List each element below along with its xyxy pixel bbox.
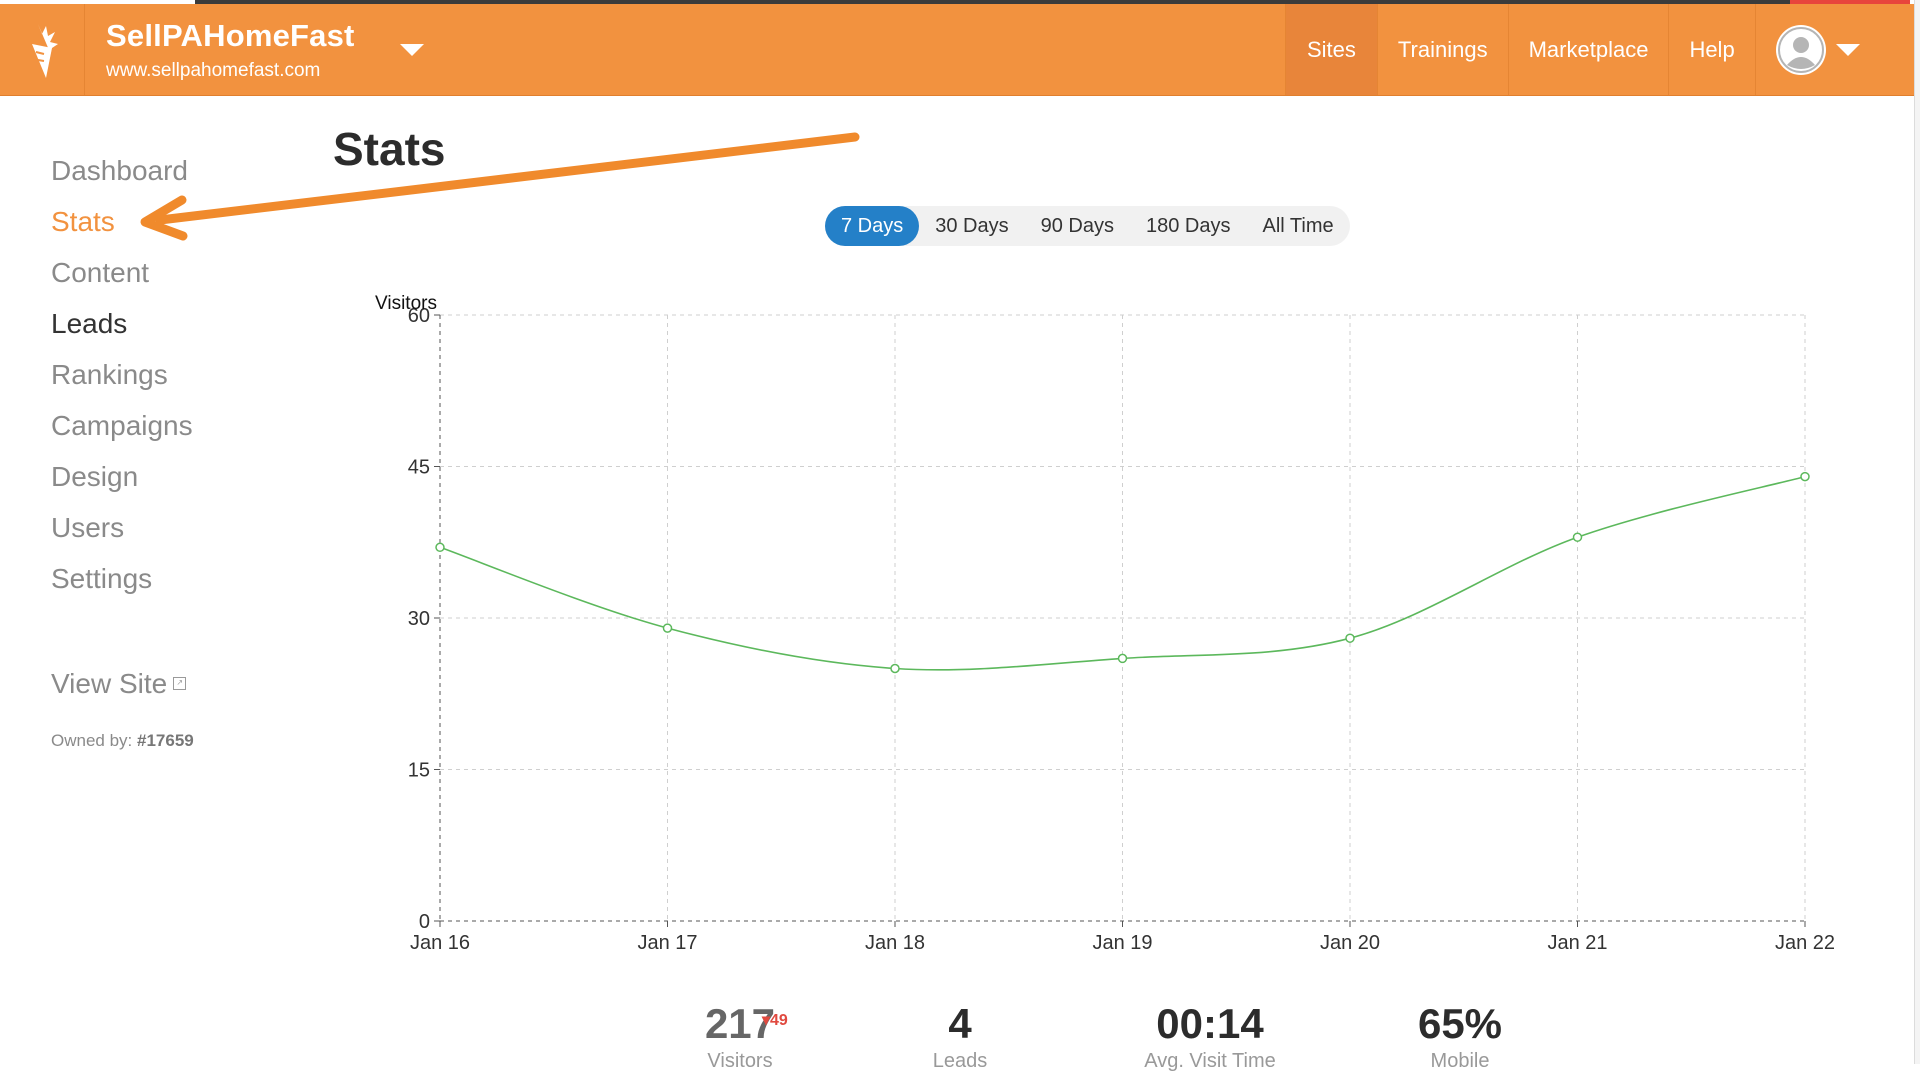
data-point	[1800, 471, 1810, 482]
data-point	[890, 663, 900, 674]
nav-sites[interactable]: Sites	[1285, 4, 1377, 95]
sidebar-item-campaigns[interactable]: Campaigns	[51, 410, 193, 441]
sidebar: Dashboard Stats Content Leads Rankings C…	[51, 150, 193, 609]
x-tick-label: Jan 20	[1320, 932, 1380, 954]
x-tick-label: Jan 22	[1775, 932, 1835, 954]
nav-trainings[interactable]: Trainings	[1376, 4, 1508, 95]
stat-leads-value: 4	[948, 1000, 972, 1047]
stat-visitors-delta: ▾49	[762, 1012, 788, 1029]
range-all-time[interactable]: All Time	[1262, 215, 1334, 237]
top-nav: Sites Trainings Marketplace Help	[1285, 4, 1880, 95]
stat-avg-visit-time-value: 00:14	[1156, 1000, 1264, 1047]
site-switcher-chevron-down-icon[interactable]	[400, 44, 424, 56]
user-menu[interactable]	[1754, 4, 1880, 95]
y-axis-label: Visitors	[375, 293, 437, 314]
data-point	[1117, 653, 1128, 664]
owned-by-value: #17659	[137, 731, 194, 750]
x-tick-label: Jan 21	[1547, 932, 1607, 954]
top-border-accent	[1790, 0, 1910, 5]
y-tick-label: 30	[408, 608, 430, 630]
data-point	[1572, 532, 1583, 542]
external-link-icon: ↗	[173, 677, 187, 691]
view-site-link[interactable]: View Site ↗	[51, 668, 187, 700]
stat-mobile-label: Mobile	[1430, 1050, 1490, 1072]
page-title: Stats	[333, 123, 446, 175]
date-range-selector: 7 Days 30 Days 90 Days 180 Days All Time	[825, 206, 1350, 246]
y-tick-label: 0	[419, 911, 430, 933]
view-site-label: View Site	[51, 668, 168, 699]
x-tick-label: Jan 17	[637, 932, 697, 954]
sidebar-item-content[interactable]: Content	[51, 257, 150, 288]
owned-by: Owned by: #17659	[51, 731, 194, 751]
stat-leads-label: Leads	[932, 1050, 988, 1072]
visitors-chart-svg: 0 15 30 45 60 Jan 16 Jan 17 Jan 18 Jan 19 Jan 20 J…	[375, 293, 1835, 954]
carrot-logo-icon	[32, 23, 58, 78]
sidebar-item-stats[interactable]: Stats	[51, 206, 115, 237]
x-tick-label: Jan 16	[410, 932, 470, 954]
stat-visitors-value: 217	[704, 1000, 776, 1047]
sidebar-item-users[interactable]: Users	[51, 512, 125, 543]
data-point	[1345, 633, 1355, 643]
range-90-days[interactable]: 90 Days	[1040, 215, 1114, 237]
site-url[interactable]: www.sellpahomefast.com	[106, 60, 321, 81]
stat-visitors-label: Visitors	[707, 1050, 773, 1072]
user-avatar-icon	[1777, 26, 1824, 73]
data-point	[435, 542, 445, 553]
range-7-days[interactable]: 7 Days	[825, 206, 920, 246]
y-tick-label: 45	[408, 457, 430, 479]
stat-visitors-delta-value: 49	[770, 1012, 788, 1029]
stat-avg-visit-time: 00:14 Avg. Visit Time	[1110, 1000, 1310, 1073]
y-tick-label: 60	[408, 305, 430, 327]
y-tick-label: 15	[408, 760, 430, 782]
nav-help[interactable]: Help	[1668, 4, 1754, 95]
stat-mobile: 65% Mobile	[1370, 1000, 1550, 1073]
scrollbar[interactable]	[1914, 0, 1920, 1064]
avatar[interactable]	[1775, 24, 1826, 75]
user-menu-chevron-down-icon	[1835, 43, 1860, 56]
sidebar-item-rankings[interactable]: Rankings	[51, 359, 168, 390]
x-tick-label: Jan 19	[1092, 932, 1152, 954]
sidebar-item-dashboard[interactable]: Dashboard	[51, 155, 188, 186]
stat-mobile-value: 65%	[1417, 1000, 1503, 1047]
range-30-days[interactable]: 30 Days	[935, 215, 1009, 237]
stat-visitors: 217 ▾49 Visitors	[650, 1000, 830, 1073]
site-name[interactable]: SellPAHomeFast	[106, 18, 355, 53]
data-point	[662, 623, 673, 633]
range-180-days[interactable]: 180 Days	[1146, 215, 1231, 237]
top-border-line	[195, 0, 1790, 5]
stat-avg-visit-time-label: Avg. Visit Time	[1144, 1050, 1276, 1072]
sidebar-item-leads[interactable]: Leads	[51, 308, 128, 339]
logo[interactable]	[0, 4, 85, 95]
x-tick-label: Jan 18	[865, 932, 925, 954]
visitors-chart: 0 15 30 45 60 Jan 16 Jan 17 Jan 18 Jan 19 Jan 20 J…	[340, 285, 1850, 965]
sidebar-item-settings[interactable]: Settings	[51, 563, 153, 594]
app-header: SellPAHomeFast www.sellpahomefast.com Si…	[0, 4, 1914, 96]
owned-by-label: Owned by:	[51, 731, 133, 750]
stat-leads: 4 Leads	[880, 1000, 1040, 1073]
sidebar-item-design[interactable]: Design	[51, 461, 139, 492]
nav-marketplace[interactable]: Marketplace	[1507, 4, 1669, 95]
